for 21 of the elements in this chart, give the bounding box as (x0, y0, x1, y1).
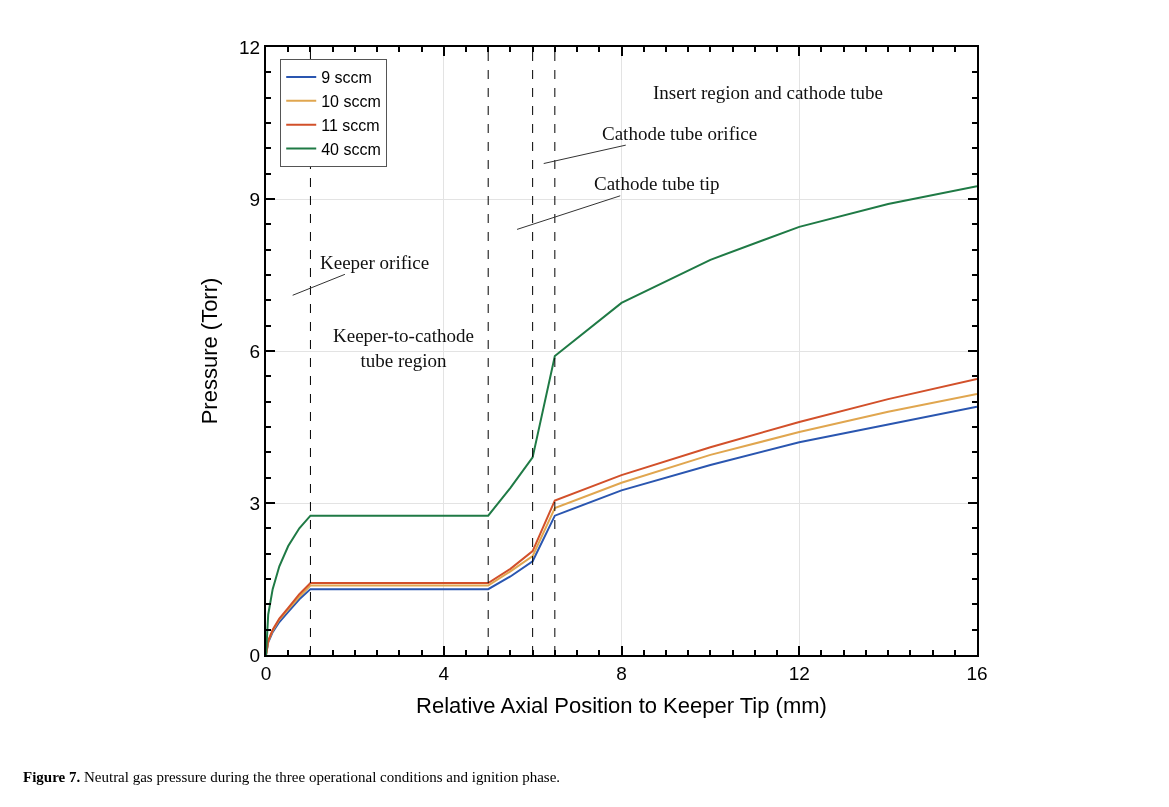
annotation: Keeper-to-cathode tube region (333, 325, 474, 371)
annotation: Cathode tube tip (594, 173, 720, 194)
x-tick-label: 12 (788, 662, 810, 684)
x-tick-label: 4 (438, 662, 450, 684)
y-axis-title: Pressure (Torr) (197, 277, 223, 425)
annotation: Cathode tube orifice (602, 123, 758, 144)
annotation: Keeper orifice (320, 252, 430, 273)
y-tick-label: 12 (239, 36, 261, 58)
y-tick-label: 6 (249, 340, 261, 362)
x-axis-title: Relative Axial Position to Keeper Tip (mm) (416, 693, 827, 719)
legend-label: 9 sccm (321, 69, 372, 87)
legend-label: 10 sccm (321, 93, 381, 111)
legend-label: 40 sccm (321, 140, 381, 158)
x-tick-label: 8 (616, 662, 627, 684)
caption: Figure 7. Neutral gas pressure during the three operational conditions and ignition phase. (23, 769, 561, 785)
legend-label: 11 sccm (321, 116, 380, 134)
y-tick-label: 9 (249, 188, 261, 210)
annotation: Insert region and cathode tube (653, 82, 884, 103)
y-tick-label: 0 (249, 644, 261, 666)
y-tick-label: 3 (249, 492, 261, 514)
x-tick-label: 16 (966, 662, 988, 684)
